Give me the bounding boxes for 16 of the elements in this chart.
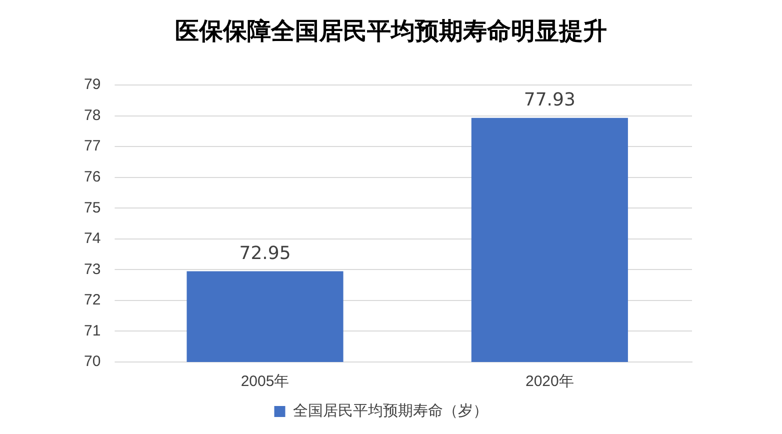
data-label: 72.95 [239, 242, 291, 264]
y-tick-label: 70 [84, 353, 101, 370]
y-tick-label: 72 [84, 292, 101, 309]
y-tick-label: 76 [84, 168, 101, 186]
x-tick-label: 2005年 [240, 373, 290, 390]
chart-title: 医保保障全国居民平均预期寿命明显提升 [174, 16, 608, 47]
x-tick-label: 2020年 [525, 373, 574, 390]
y-tick-label: 74 [84, 230, 101, 248]
legend-label: 全国居民平均预期寿命（岁） [292, 402, 488, 420]
data-label: 77.93 [524, 90, 576, 111]
y-tick-label: 73 [84, 260, 101, 278]
y-tick-label: 75 [84, 199, 101, 216]
y-tick-label: 71 [84, 322, 101, 340]
y-tick-label: 78 [84, 106, 101, 124]
y-tick-label: 79 [84, 76, 101, 94]
y-tick-label: 77 [84, 138, 101, 155]
